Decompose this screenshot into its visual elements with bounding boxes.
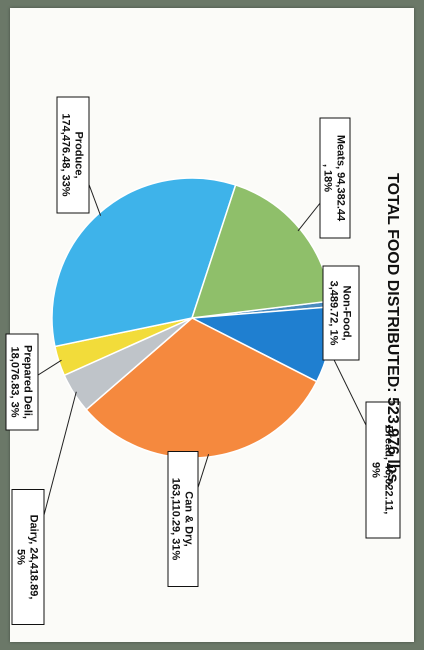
data-label: Dairy, 24,418.89,5% (11, 489, 45, 625)
data-label-text: Non-Food,3,489.72, 1% (328, 281, 353, 346)
data-label-box (319, 117, 351, 239)
data-label-text: Dairy, 24,418.89,5% (15, 515, 40, 600)
data-label-text: Bread, 46,022.11,9% (370, 426, 395, 515)
data-label: Meats, 94,382.44, 18% (319, 117, 351, 239)
data-label-text: Produce,174,476.48, 33% (60, 113, 85, 196)
chart-title: TOTAL FOOD DISTRIBUTED: 523,976 lbs. (384, 173, 401, 487)
data-label-box (56, 96, 90, 214)
data-label: Non-Food,3,489.72, 1% (322, 265, 360, 361)
pie-slice (51, 177, 237, 348)
data-label-box (167, 451, 199, 587)
data-label: Bread, 46,022.11,9% (365, 401, 401, 539)
pie-slice (85, 317, 318, 459)
data-label: Produce,174,476.48, 33% (56, 96, 90, 214)
data-label-box (365, 401, 401, 539)
data-label-text: Meats, 94,382.44, 18% (322, 135, 347, 222)
data-label-text: Prepared Deli,18,076.83, 3% (9, 345, 34, 419)
data-label-text: Can & Dry,163,110.29, 31% (170, 478, 195, 561)
data-label-box (5, 333, 39, 431)
data-label-box (11, 489, 45, 625)
data-label: Can & Dry,163,110.29, 31% (167, 451, 199, 587)
data-label: Prepared Deli,18,076.83, 3% (5, 333, 39, 431)
data-label-box (322, 265, 360, 361)
